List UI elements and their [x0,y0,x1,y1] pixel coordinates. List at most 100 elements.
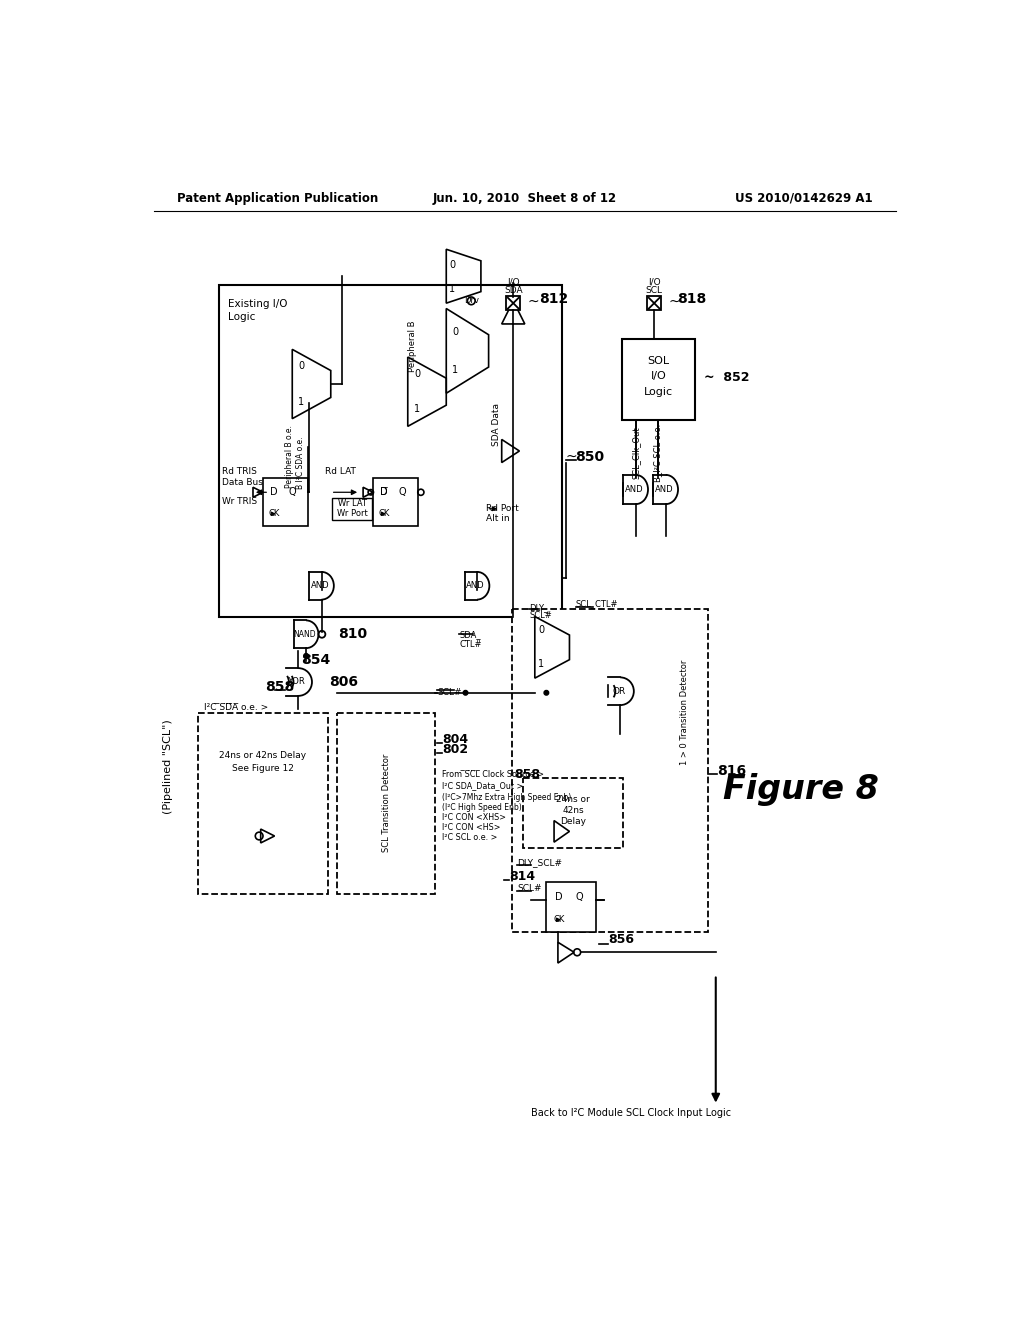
Text: OR: OR [612,686,626,696]
Text: Figure 8: Figure 8 [723,774,879,807]
Bar [199,713,328,894]
Text: ~: ~ [565,450,578,465]
Text: 1: 1 [453,366,459,375]
Text: 818: 818 [677,292,707,306]
Text: Existing I/O: Existing I/O [228,300,288,309]
Text: SCL#: SCL# [529,611,552,620]
Bar [547,882,596,932]
Text: 802: 802 [442,743,469,756]
Text: CK: CK [379,510,390,519]
Text: Rd LAT: Rd LAT [325,467,355,477]
Text: CK: CK [553,915,564,924]
Text: Wr Port: Wr Port [337,510,368,517]
Text: Peripheral B o.e.: Peripheral B o.e. [286,425,294,488]
Text: SCL_Clk_Out: SCL_Clk_Out [631,426,640,479]
Text: SDA_: SDA_ [460,630,481,639]
Text: ~: ~ [668,294,680,309]
Text: From ̅S̅C̅L̅ Clock Source >: From ̅S̅C̅L̅ Clock Source > [441,770,544,779]
Text: 24ns or: 24ns or [556,796,590,804]
Circle shape [463,690,468,696]
Text: (I²C High Speed Enb): (I²C High Speed Enb) [441,803,521,812]
Text: Peripheral B: Peripheral B [408,321,417,372]
Text: Rd Port: Rd Port [486,504,519,513]
Text: 806: 806 [330,675,358,689]
Text: I/O: I/O [507,277,519,286]
Text: Drv: Drv [464,297,479,305]
Text: 1 > 0 Transition Detector: 1 > 0 Transition Detector [681,660,689,766]
Bar [373,478,418,525]
Text: Logic: Logic [644,387,673,397]
Text: I/O: I/O [648,277,660,286]
Text: 42ns: 42ns [562,807,584,814]
Text: Q: Q [288,487,296,498]
Text: SCL#: SCL# [437,688,462,697]
Text: I²C CON <XHS>: I²C CON <XHS> [441,813,506,822]
Text: Patent Application Publication: Patent Application Publication [177,191,378,205]
Text: I²C SCL o.e. >: I²C SCL o.e. > [441,833,497,842]
Circle shape [304,653,308,659]
Text: 1: 1 [450,284,456,294]
Text: 804: 804 [442,733,469,746]
Text: DLY_SCL#: DLY_SCL# [517,858,562,867]
Text: CTL#: CTL# [460,640,482,648]
Text: 0: 0 [414,370,420,379]
Text: AND: AND [466,581,484,590]
Bar [333,498,373,520]
Text: SCL#: SCL# [517,884,542,892]
Text: SDA: SDA [504,286,522,296]
Text: Q: Q [398,487,406,498]
Text: D̅: D̅ [381,487,388,498]
Text: 1: 1 [414,404,420,414]
Text: D: D [381,487,388,498]
Text: Rd TRIS: Rd TRIS [222,467,257,477]
Text: SOL: SOL [647,356,670,366]
Text: 854: 854 [301,652,330,667]
Text: SCL Transition Detector: SCL Transition Detector [382,754,391,853]
Text: SCL: SCL [646,286,663,296]
Text: ~  852: ~ 852 [705,371,750,384]
Text: 850: 850 [575,450,605,465]
Text: See Figure 12: See Figure 12 [232,764,294,772]
Text: US 2010/0142629 A1: US 2010/0142629 A1 [735,191,872,205]
Text: I²C SDA_Data_Out >: I²C SDA_Data_Out > [441,781,523,791]
Text: D: D [555,892,562,902]
Text: (I²C>7Mhz Extra High Speed Enb): (I²C>7Mhz Extra High Speed Enb) [441,793,571,803]
Text: AND: AND [310,581,330,590]
Bar [512,609,708,932]
Text: (Pipelined "SCL"): (Pipelined "SCL") [163,719,172,814]
Text: Alt in: Alt in [486,515,510,523]
Text: DLY_: DLY_ [529,603,549,611]
Text: 856: 856 [608,933,634,946]
Text: CK: CK [268,510,280,519]
Bar [263,478,307,525]
Text: 0: 0 [298,362,304,371]
Bar [622,339,695,420]
Text: B_I²C SCL o.e.: B_I²C SCL o.e. [653,424,663,482]
Text: Back to I²C Module SCL Clock Input Logic: Back to I²C Module SCL Clock Input Logic [531,1109,731,1118]
Text: ~: ~ [527,294,539,309]
Text: I²C CON <HS>: I²C CON <HS> [441,824,500,832]
Text: SDA Data: SDA Data [493,403,502,446]
Bar [506,296,520,310]
Text: D: D [270,487,278,498]
Text: XOR: XOR [288,677,306,686]
Text: 816: 816 [717,763,746,777]
Text: Q: Q [575,892,583,902]
Text: 810: 810 [339,627,368,642]
Text: 858: 858 [265,680,295,693]
Text: AND: AND [655,484,674,494]
Text: Logic: Logic [228,312,256,322]
Text: 858: 858 [514,768,540,781]
Bar [523,779,624,847]
Bar [647,296,662,310]
Text: Jun. 10, 2010  Sheet 8 of 12: Jun. 10, 2010 Sheet 8 of 12 [433,191,616,205]
Text: NAND: NAND [293,630,315,639]
Text: 0: 0 [450,260,456,269]
Bar [337,713,435,894]
Bar [219,285,562,616]
Text: I²C ̅S̅D̅A̅ o.e. >: I²C ̅S̅D̅A̅ o.e. > [205,704,268,711]
Text: I/O: I/O [650,371,667,381]
Text: 812: 812 [539,292,568,306]
Text: 1: 1 [298,397,304,407]
Circle shape [544,690,549,696]
